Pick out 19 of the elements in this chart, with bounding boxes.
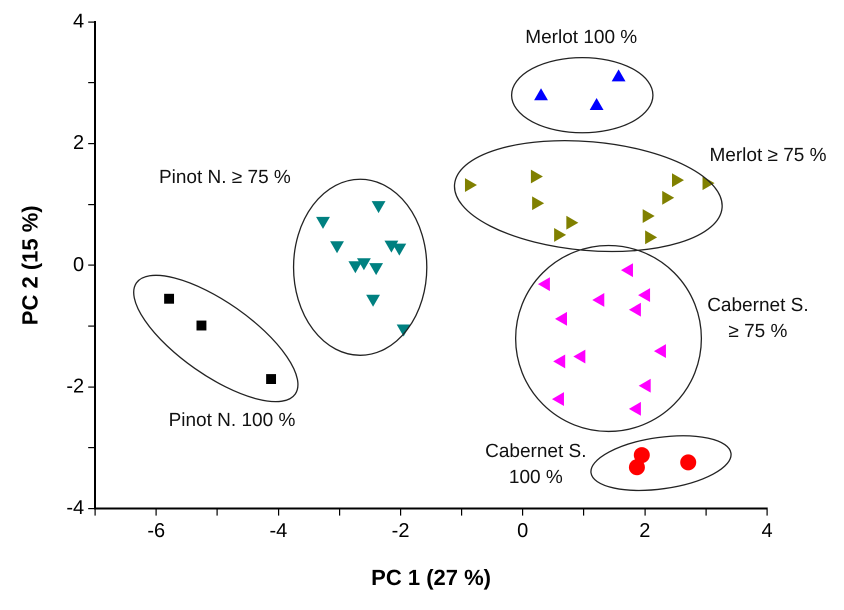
series-label: Merlot 100 % [524, 26, 638, 50]
y-tick-label: 0 [73, 254, 84, 276]
series-label: Merlot ≥ 75 % [708, 144, 828, 168]
x-tick-label: -4 [270, 520, 288, 542]
y-tick-label: 2 [73, 132, 84, 154]
x-tick-label: -2 [392, 520, 410, 542]
series-label: Pinot N. 100 % [168, 408, 296, 433]
y-tick-label: 4 [73, 10, 84, 33]
x-tick-label: 4 [761, 520, 773, 542]
x-tick-label: 2 [639, 520, 650, 542]
text: Pinot N. ≥ 75 % [158, 166, 292, 190]
x-tick-label: -6 [147, 520, 166, 542]
x-axis-title: PC 1 (27 %) [371, 564, 492, 590]
y-tick-label: -2 [66, 375, 84, 398]
text: Cabernet S. 100 % [484, 440, 588, 490]
y-axis-title: PC 2 (15 %) [17, 205, 42, 326]
y-tick-label: -4 [66, 497, 84, 520]
x-tick-label: 0 [517, 520, 528, 542]
text: Cabernet S. ≥ 75 % [706, 294, 810, 344]
